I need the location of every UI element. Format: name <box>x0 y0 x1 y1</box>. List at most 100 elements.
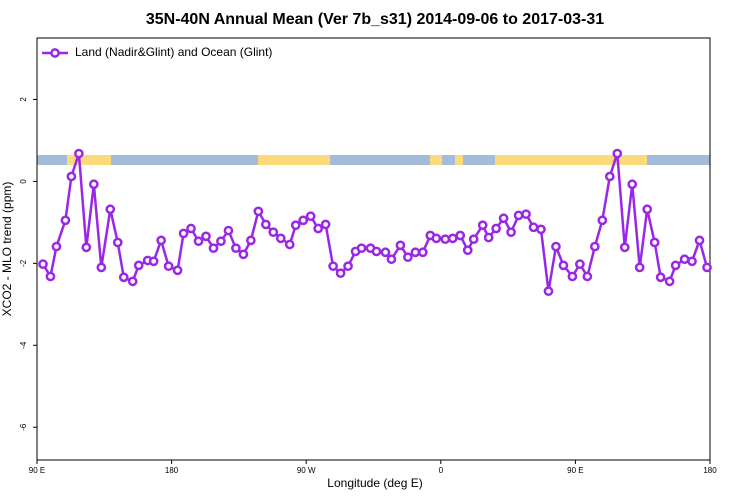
data-point <box>246 235 256 246</box>
data-point <box>328 261 338 272</box>
data-point <box>284 239 295 250</box>
data-point <box>536 224 546 235</box>
data-point <box>687 256 697 267</box>
x-tick-label: 0 <box>439 466 444 475</box>
y-tick-label: -6 <box>19 423 28 431</box>
data-point <box>51 241 62 252</box>
data-point <box>260 219 271 230</box>
data-point <box>679 254 690 265</box>
data-point <box>491 223 501 234</box>
data-point <box>305 211 316 222</box>
land-strip <box>430 155 442 165</box>
data-point <box>335 268 346 279</box>
data-point <box>231 243 241 254</box>
ocean-strip <box>37 155 710 165</box>
data-point <box>664 276 675 287</box>
legend-label: Land (Nadir&Glint) and Ocean (Glint) <box>75 45 272 59</box>
data-point <box>105 204 116 215</box>
data-point <box>268 227 279 238</box>
data-point <box>208 243 219 254</box>
data-point <box>38 259 48 270</box>
data-point <box>88 179 99 190</box>
data-point <box>483 232 494 243</box>
data-point <box>655 272 666 283</box>
chart-title: 35N-40N Annual Mean (Ver 7b_s31) 2014-09… <box>146 11 604 28</box>
data-point <box>193 236 204 247</box>
data-point <box>431 233 442 244</box>
data-point <box>670 260 681 271</box>
y-tick-label: -2 <box>19 259 28 267</box>
data-point <box>634 262 645 273</box>
data-point <box>253 206 264 217</box>
data-point <box>462 245 473 256</box>
x-axis-label: Longitude (deg E) <box>327 476 422 490</box>
data-point <box>477 220 488 231</box>
data-point <box>313 223 324 234</box>
data-point <box>589 241 600 252</box>
data-point <box>275 233 286 244</box>
data-point <box>694 235 705 246</box>
land-ocean-strip <box>37 155 710 165</box>
data-point <box>320 219 331 230</box>
data-point <box>455 230 466 241</box>
x-tick-label: 90 E <box>29 466 45 475</box>
data-point <box>178 228 189 239</box>
data-point <box>343 261 353 272</box>
y-tick-label: 0 <box>19 179 28 184</box>
data-point <box>395 240 406 251</box>
data-point <box>702 262 712 273</box>
data-point <box>290 220 301 231</box>
land-strip <box>455 155 463 165</box>
data-point <box>148 256 159 267</box>
data-point <box>597 215 608 226</box>
data-point <box>66 171 77 182</box>
x-tick-label: 180 <box>703 466 717 475</box>
plot-frame <box>36 37 711 461</box>
data-point <box>60 215 71 226</box>
data-point <box>418 247 428 258</box>
data-point <box>582 271 593 282</box>
data-point <box>163 261 174 272</box>
y-axis-label: XCO2 - MLO trend (ppm) <box>0 182 14 317</box>
data-point <box>468 234 479 245</box>
x-tick-label: 90 W <box>297 466 316 475</box>
data-point <box>223 225 234 236</box>
land-strip <box>495 155 647 165</box>
data-point <box>447 233 458 244</box>
x-tick-label: 180 <box>165 466 179 475</box>
data-point <box>298 215 309 226</box>
data-point <box>551 241 561 252</box>
data-point <box>642 204 653 215</box>
data-point <box>619 242 630 253</box>
data-point <box>356 243 367 254</box>
data-point <box>186 223 196 234</box>
data-point <box>112 237 123 248</box>
data-point <box>118 272 129 283</box>
land-strip <box>67 155 111 165</box>
data-point <box>612 148 623 159</box>
data-point <box>575 259 585 270</box>
data-point <box>201 231 211 242</box>
data-point <box>543 286 554 297</box>
data-point <box>506 227 516 238</box>
data-point <box>627 179 638 190</box>
data-point <box>649 237 660 248</box>
data-point <box>74 148 84 159</box>
data-point <box>172 265 183 276</box>
data-point <box>604 171 615 182</box>
data-point <box>403 252 413 263</box>
data-point <box>567 271 578 282</box>
land-strip <box>258 155 330 165</box>
data-point <box>513 210 524 221</box>
data-point <box>380 247 391 258</box>
data-point <box>528 222 539 233</box>
data-point <box>238 249 249 260</box>
data-point <box>410 247 421 258</box>
y-tick-label: 2 <box>19 97 28 102</box>
data-point <box>127 276 138 287</box>
data-point <box>440 234 451 245</box>
data-point <box>133 260 144 271</box>
data-point <box>558 260 569 271</box>
